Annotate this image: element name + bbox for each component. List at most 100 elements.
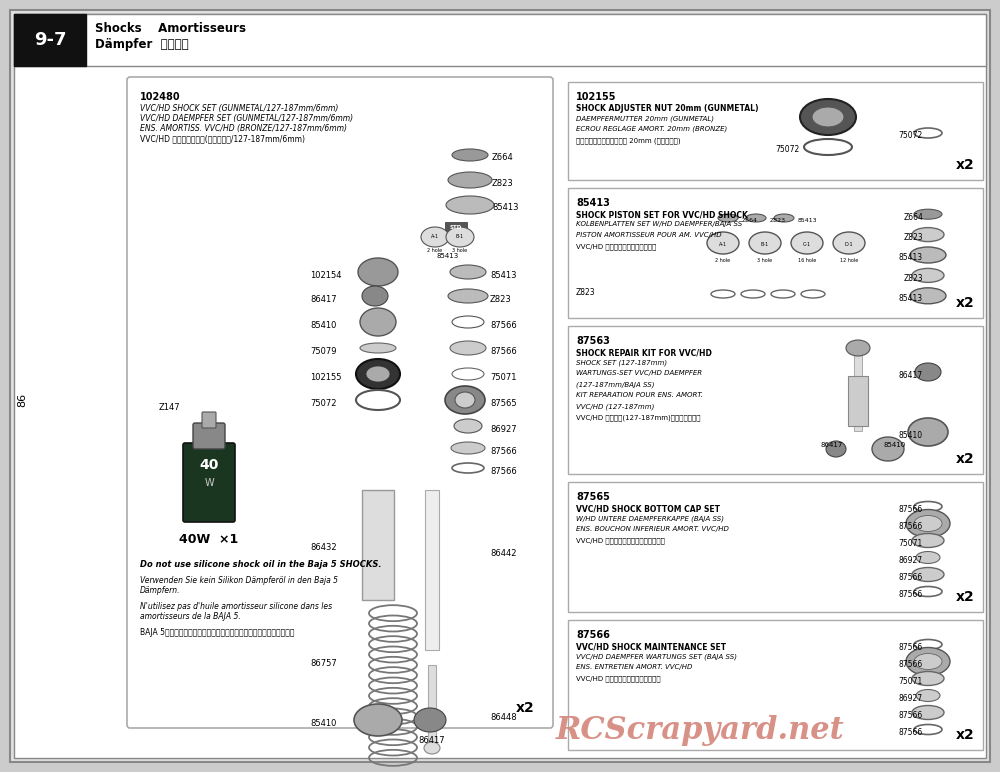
FancyBboxPatch shape [202, 412, 216, 428]
Bar [568, 82, 983, 180]
Text: 86927: 86927 [899, 556, 923, 565]
Ellipse shape [448, 172, 492, 188]
Text: BAJA 5のショックには専用バハショックオイルを使用してください。: BAJA 5のショックには専用バハショックオイルを使用してください。 [140, 628, 294, 637]
Text: x2: x2 [956, 728, 975, 742]
Text: 12 hole: 12 hole [840, 258, 858, 263]
Ellipse shape [421, 227, 449, 247]
Ellipse shape [452, 149, 488, 161]
Text: Z823: Z823 [903, 274, 923, 283]
Text: 86927: 86927 [490, 425, 517, 434]
Text: 75071: 75071 [899, 539, 923, 548]
Text: 16 hole: 16 hole [798, 258, 816, 263]
Text: 102480: 102480 [140, 92, 181, 102]
Text: 87566: 87566 [576, 630, 610, 640]
Text: RCScrapyard.net: RCScrapyard.net [556, 715, 844, 746]
Text: VVC/HD SHOCK MAINTENANCE SET: VVC/HD SHOCK MAINTENANCE SET [576, 642, 726, 651]
Ellipse shape [910, 247, 946, 263]
Text: 87566: 87566 [490, 347, 517, 355]
Text: 85410: 85410 [883, 442, 905, 448]
Text: VVC/HD (127-187mm): VVC/HD (127-187mm) [576, 403, 654, 409]
Ellipse shape [846, 340, 870, 356]
Ellipse shape [910, 288, 946, 304]
Text: 86417: 86417 [419, 736, 445, 745]
Text: 75072: 75072 [899, 131, 923, 141]
Text: Z664: Z664 [742, 218, 758, 222]
Text: Z823: Z823 [903, 233, 923, 242]
Text: 87566: 87566 [899, 660, 923, 669]
Ellipse shape [446, 227, 474, 247]
Text: 87566: 87566 [899, 643, 923, 652]
Text: VVC/HD ショックメンテナンスキット: VVC/HD ショックメンテナンスキット [576, 675, 661, 682]
Text: ショックアジャストナット 20mm (ガンメタル): ショックアジャストナット 20mm (ガンメタル) [576, 137, 681, 144]
Text: VVC/HD ショックセット(ガンメタル/127-187mm/6mm): VVC/HD ショックセット(ガンメタル/127-187mm/6mm) [140, 134, 305, 143]
Text: 40: 40 [199, 458, 219, 472]
Text: ENS. ENTRETIEN AMORT. VVC/HD: ENS. ENTRETIEN AMORT. VVC/HD [576, 664, 692, 670]
Ellipse shape [916, 689, 940, 702]
Text: VVC/HD ショック(127-187mm)用リペアキット: VVC/HD ショック(127-187mm)用リペアキット [576, 414, 700, 421]
Text: W/HD UNTERE DAEMPFERKAPPE (BAJA SS): W/HD UNTERE DAEMPFERKAPPE (BAJA SS) [576, 515, 724, 522]
Text: 75071: 75071 [899, 677, 923, 686]
Text: x2: x2 [956, 590, 975, 604]
Ellipse shape [833, 232, 865, 254]
Bar [568, 188, 983, 318]
Text: DAEMPFERMUTTER 20mm (GUNMETAL): DAEMPFERMUTTER 20mm (GUNMETAL) [576, 115, 714, 121]
Text: x2: x2 [956, 296, 975, 310]
Text: 85413: 85413 [899, 253, 923, 262]
Text: 87566: 87566 [490, 320, 517, 330]
Text: 85410: 85410 [310, 320, 336, 330]
Text: Z147: Z147 [158, 403, 180, 412]
Ellipse shape [912, 269, 944, 283]
Text: Z823: Z823 [490, 294, 512, 303]
Text: amortisseurs de la BAJA 5.: amortisseurs de la BAJA 5. [140, 612, 241, 621]
Text: ECROU REGLAGE AMORT. 20mm (BRONZE): ECROU REGLAGE AMORT. 20mm (BRONZE) [576, 126, 727, 133]
Text: KIT REPARATION POUR ENS. AMORT.: KIT REPARATION POUR ENS. AMORT. [576, 392, 703, 398]
Text: VVC/HD DAEMPFER SET (GUNMETAL/127-187mm/6mm): VVC/HD DAEMPFER SET (GUNMETAL/127-187mm/… [140, 114, 353, 123]
Ellipse shape [358, 258, 398, 286]
Text: 85413: 85413 [492, 204, 518, 212]
Text: 87566: 87566 [490, 466, 517, 476]
Ellipse shape [356, 359, 400, 389]
Text: 86757: 86757 [310, 659, 337, 668]
Text: SHOCK SET (127-187mm): SHOCK SET (127-187mm) [576, 359, 667, 365]
Bar [568, 482, 983, 612]
Ellipse shape [912, 228, 944, 242]
Bar [848, 376, 868, 426]
Text: 85413: 85413 [490, 270, 516, 279]
Ellipse shape [872, 437, 904, 461]
Text: 85413: 85413 [899, 294, 923, 303]
Text: 85413: 85413 [576, 198, 610, 208]
Text: (127-187mm/BAJA SS): (127-187mm/BAJA SS) [576, 381, 654, 388]
Text: A-1: A-1 [719, 242, 727, 248]
Ellipse shape [906, 648, 950, 676]
Text: 87565: 87565 [576, 492, 610, 502]
Ellipse shape [912, 533, 944, 547]
Text: 2 hole: 2 hole [715, 258, 731, 263]
Text: 75072: 75072 [310, 398, 336, 408]
Text: W: W [204, 478, 214, 488]
Text: Do not use silicone shock oil in the Baja 5 SHOCKS.: Do not use silicone shock oil in the Baj… [140, 560, 382, 569]
Text: 102155: 102155 [310, 373, 342, 381]
Ellipse shape [451, 442, 485, 454]
Text: 87566: 87566 [899, 728, 923, 737]
Text: 87566: 87566 [899, 505, 923, 514]
Ellipse shape [912, 567, 944, 581]
Bar [362, 490, 394, 600]
Text: VVC/HD DAEMPFER WARTUNGS SET (BAJA SS): VVC/HD DAEMPFER WARTUNGS SET (BAJA SS) [576, 653, 737, 659]
Ellipse shape [746, 214, 766, 222]
Text: 40W  ×1: 40W ×1 [179, 533, 239, 546]
Text: 86448: 86448 [490, 713, 517, 723]
Text: 75072: 75072 [776, 145, 800, 154]
Text: ENS. BOUCHON INFERIEUR AMORT. VVC/HD: ENS. BOUCHON INFERIEUR AMORT. VVC/HD [576, 526, 729, 532]
FancyBboxPatch shape [193, 423, 225, 449]
Ellipse shape [812, 107, 844, 127]
Bar [854, 346, 862, 431]
Ellipse shape [826, 441, 846, 457]
Text: 3 hole: 3 hole [757, 258, 773, 263]
Text: 102154: 102154 [310, 270, 342, 279]
Bar [428, 665, 436, 745]
Text: ENS. AMORTISS. VVC/HD (BRONZE/127-187mm/6mm): ENS. AMORTISS. VVC/HD (BRONZE/127-187mm/… [140, 124, 347, 133]
Text: VVC/HD ショック用ピストンセット: VVC/HD ショック用ピストンセット [576, 243, 656, 249]
Ellipse shape [450, 265, 486, 279]
Text: 87566: 87566 [899, 711, 923, 720]
Bar [425, 490, 439, 650]
